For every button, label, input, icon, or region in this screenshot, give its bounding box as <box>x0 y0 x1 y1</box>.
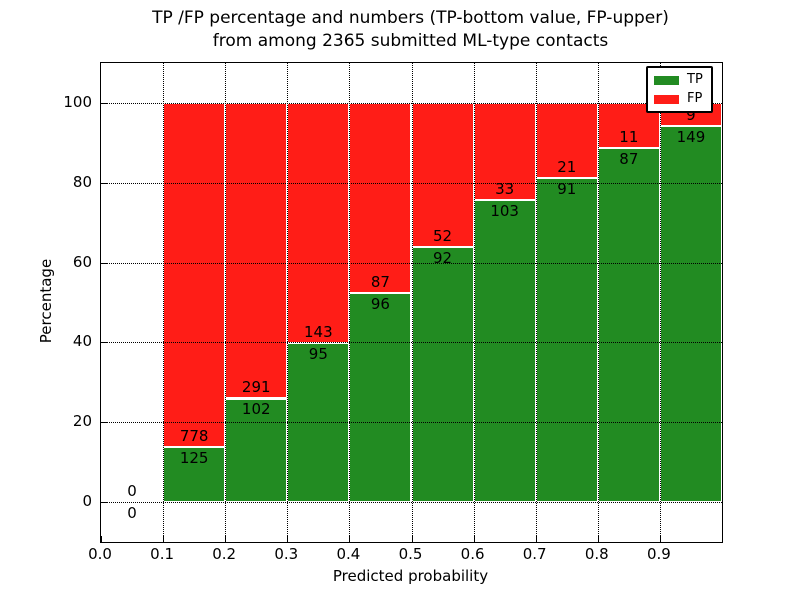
y-tick-label: 100 <box>63 92 92 111</box>
legend-swatch-fp <box>654 94 679 104</box>
y-tick-label: 20 <box>72 412 92 431</box>
tp-value-label: 91 <box>557 179 577 198</box>
x-tick-label: 0.1 <box>150 545 175 563</box>
x-tick-label: 0.0 <box>88 545 112 563</box>
tp-value-label: 149 <box>676 127 706 146</box>
fp-value-label: 21 <box>557 157 577 176</box>
fp-value-label: 143 <box>304 322 333 341</box>
fp-bar <box>163 102 226 447</box>
legend-swatch-tp <box>654 75 679 85</box>
fp-value-label: 778 <box>179 426 209 445</box>
x-tick-label: 0.7 <box>522 545 547 563</box>
chart-title-line1: TP /FP percentage and numbers (TP-bottom… <box>152 8 669 28</box>
legend-entry: FP <box>654 92 705 106</box>
tp-value-label: 102 <box>241 400 271 419</box>
tp-value-label: 87 <box>619 149 639 168</box>
y-tick-label: 40 <box>72 332 92 351</box>
tp-value-label: 92 <box>433 249 453 268</box>
fp-value-label: 11 <box>619 127 639 146</box>
x-tick-mark <box>101 536 102 542</box>
x-tick-mark <box>349 536 351 542</box>
plot-area: 0 0 778 125 291 102 143 95 87 96 52 92 33 103 21 91 11 87… <box>100 62 723 543</box>
v-gridline <box>535 63 537 542</box>
bar-labels-layer: 0 0 778 125 291 102 143 95 87 96 52 92 33 103 21 91 11 87… <box>101 63 722 542</box>
tp-value-label: 103 <box>490 201 519 220</box>
fp-value-label: 87 <box>370 272 390 291</box>
y-tick-label: 0 <box>82 492 92 511</box>
legend: TP FP <box>646 66 713 113</box>
v-gridline <box>597 63 599 542</box>
fp-value-label: 9 <box>686 105 696 124</box>
legend-label: TP <box>687 72 703 87</box>
x-tick-mark <box>163 536 165 542</box>
x-axis-label: Predicted probability <box>332 567 489 585</box>
fp-bar <box>225 102 288 399</box>
tp-value-label: 125 <box>179 448 209 467</box>
fp-value-label: 52 <box>433 227 453 246</box>
x-tick-mark <box>659 536 661 542</box>
v-gridline <box>225 63 227 542</box>
fp-value-label: 33 <box>495 179 515 198</box>
legend-label: FP <box>687 91 703 106</box>
v-gridline <box>659 63 661 542</box>
fp-bar <box>287 102 350 343</box>
y-tick-mark <box>101 102 107 104</box>
x-tick-mark <box>287 536 289 542</box>
y-tick-label: 60 <box>72 252 92 271</box>
chart-title: TP /FP percentage and numbers (TP-bottom… <box>100 7 721 53</box>
y-tick-mark <box>101 422 107 424</box>
v-gridline <box>473 63 475 542</box>
fp-value-label: 0 <box>127 482 137 501</box>
x-tick-mark <box>411 536 413 542</box>
grid-layer <box>101 63 722 542</box>
tp-bar <box>163 446 226 503</box>
x-tick-label: 0.6 <box>460 545 485 563</box>
v-gridline <box>287 63 289 542</box>
y-tick-mark <box>101 182 107 184</box>
x-tick-mark <box>473 536 475 542</box>
y-tick-mark <box>101 262 107 264</box>
fp-value-label: 291 <box>241 378 271 397</box>
y-axis-label: Percentage <box>37 258 55 344</box>
tp-bar <box>659 125 722 503</box>
v-gridline <box>163 63 165 542</box>
y-tick-label: 80 <box>72 172 92 191</box>
fp-bar <box>411 102 474 248</box>
tp-value-label: 95 <box>308 344 328 363</box>
tp-value-label: 0 <box>127 504 137 523</box>
tick-marks-layer <box>101 63 722 542</box>
y-tick-mark <box>101 502 107 504</box>
x-tick-mark <box>535 536 537 542</box>
chart-title-line2: from among 2365 submitted ML-type contac… <box>212 31 609 51</box>
x-tick-mark <box>225 536 227 542</box>
x-tick-label: 0.3 <box>274 545 299 563</box>
tp-bar <box>473 199 536 503</box>
x-tick-label: 0.9 <box>646 545 671 563</box>
fp-bar <box>535 102 598 178</box>
tp-value-label: 96 <box>370 294 390 313</box>
x-tick-label: 0.5 <box>398 545 423 563</box>
v-gridline <box>411 63 413 542</box>
x-tick-label: 0.8 <box>584 545 609 563</box>
y-tick-mark <box>101 342 107 344</box>
x-tick-label: 0.2 <box>212 545 237 563</box>
v-gridline <box>349 63 351 542</box>
legend-entry: TP <box>654 73 705 87</box>
x-tick-label: 0.4 <box>336 545 361 563</box>
x-tick-mark <box>597 536 599 542</box>
